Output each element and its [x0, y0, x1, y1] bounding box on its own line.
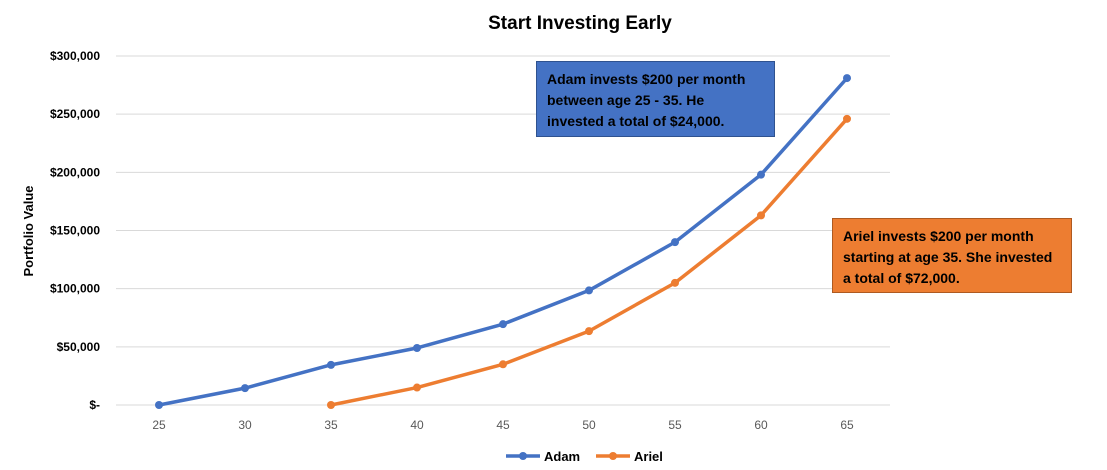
x-tick-label: 65: [840, 418, 854, 432]
x-tick-label: 50: [582, 418, 596, 432]
y-tick-label: $300,000: [50, 49, 100, 63]
ariel-data-point: [413, 383, 421, 392]
ariel-data-point: [843, 114, 851, 123]
ariel-data-point: [327, 401, 335, 409]
y-axis-ticks: $- $50,000 $100,000 $150,000 $200,000 $250,00…: [50, 49, 100, 412]
adam-legend-label: Adam: [544, 449, 580, 464]
series-layer: [155, 74, 851, 409]
y-tick-label: $100,000: [50, 282, 100, 296]
ariel-legend-label: Ariel: [634, 449, 663, 464]
adam-data-point: [413, 343, 421, 352]
legend: Adam Ariel: [506, 449, 663, 464]
y-tick-label: $-: [89, 398, 100, 412]
x-tick-label: 45: [496, 418, 510, 432]
y-tick-label: $250,000: [50, 107, 100, 121]
chart-title: Start Investing Early: [488, 13, 672, 34]
adam-data-point: [499, 320, 507, 329]
x-axis-ticks: 25 30 35 40 45 50 55 60 65: [152, 418, 854, 432]
ariel-data-point: [757, 211, 765, 220]
x-tick-label: 30: [238, 418, 252, 432]
ariel-series-line: [329, 117, 849, 407]
ariel-data-point: [499, 360, 507, 369]
adam-legend-marker: [519, 452, 527, 460]
adam-data-point: [757, 170, 765, 179]
adam-data-point: [843, 74, 851, 83]
y-tick-label: $50,000: [57, 340, 101, 354]
ariel-legend-marker: [609, 452, 617, 460]
adam-data-point: [671, 238, 679, 247]
adam-data-point: [155, 401, 163, 409]
adam-data-point: [241, 384, 249, 393]
x-tick-label: 40: [410, 418, 424, 432]
y-tick-label: $200,000: [50, 165, 100, 179]
ariel-data-point: [585, 327, 593, 336]
x-tick-label: 25: [152, 418, 166, 432]
adam-data-point: [585, 286, 593, 295]
x-tick-label: 35: [324, 418, 338, 432]
adam-data-point: [327, 360, 335, 369]
ariel-callout: Ariel invests $200 per month starting at…: [832, 218, 1072, 293]
gridlines: [116, 55, 890, 406]
adam-callout: Adam invests $200 per month between age …: [536, 61, 775, 137]
ariel-data-point: [671, 278, 679, 287]
y-axis-label: Portfolio Value: [21, 185, 36, 276]
x-tick-label: 60: [754, 418, 768, 432]
x-tick-label: 55: [668, 418, 682, 432]
y-tick-label: $150,000: [50, 224, 100, 238]
